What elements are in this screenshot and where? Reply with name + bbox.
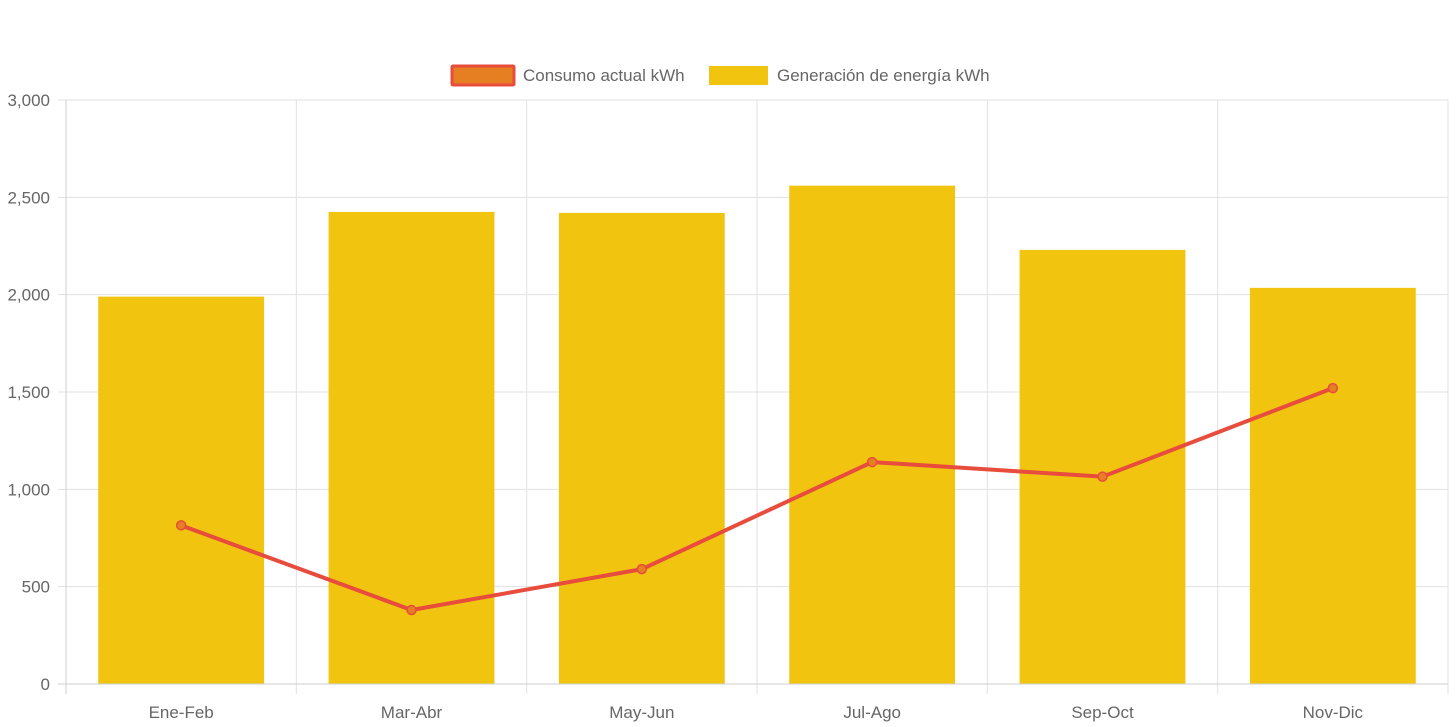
x-tick-label: Ene-Feb [149,703,214,722]
y-tick-label: 1,000 [7,480,50,499]
legend-label-generacion: Generación de energía kWh [777,66,990,85]
point-consumo[interactable] [175,520,187,531]
x-tick-label: May-Jun [609,703,674,722]
y-tick-label: 2,500 [7,188,50,207]
y-tick-label: 3,000 [7,91,50,110]
legend-item-consumo[interactable]: Consumo actual kWh [450,64,685,87]
legend[interactable]: Consumo actual kWh Generación de energía… [450,64,990,87]
y-tick-label: 2,000 [7,286,50,305]
bar-generacion[interactable] [1019,249,1186,685]
y-tick-label: 1,500 [7,383,50,402]
y-tick-label: 500 [22,578,50,597]
line-series [175,382,1339,616]
legend-item-generacion[interactable]: Generación de energía kWh [709,66,990,85]
bar-generacion[interactable] [1249,287,1416,684]
point-consumo[interactable] [1327,382,1339,394]
axes: 0 500 1,000 1,500 2,000 2,500 3,000 Ene-Feb Mar-… [7,91,1448,722]
bar-series [98,185,1416,685]
x-tick-label: Jul-Ago [843,703,901,722]
point-consumo[interactable] [1097,471,1108,482]
x-tick-label: Nov-Dic [1303,703,1364,722]
x-tick-label: Sep-Oct [1071,703,1134,722]
point-consumo[interactable] [406,604,417,616]
legend-swatch-generacion [709,66,768,85]
point-consumo[interactable] [636,563,648,575]
bar-generacion[interactable] [558,212,725,684]
bar-generacion[interactable] [789,185,956,685]
x-tick-label: Mar-Abr [381,703,443,722]
y-tick-label: 0 [41,675,50,694]
bar-generacion[interactable] [98,296,265,684]
point-consumo[interactable] [866,456,878,468]
legend-label-consumo: Consumo actual kWh [523,66,685,85]
legend-swatch-consumo [450,64,516,87]
line-consumo [179,386,1335,613]
grid-lines [58,99,1449,694]
